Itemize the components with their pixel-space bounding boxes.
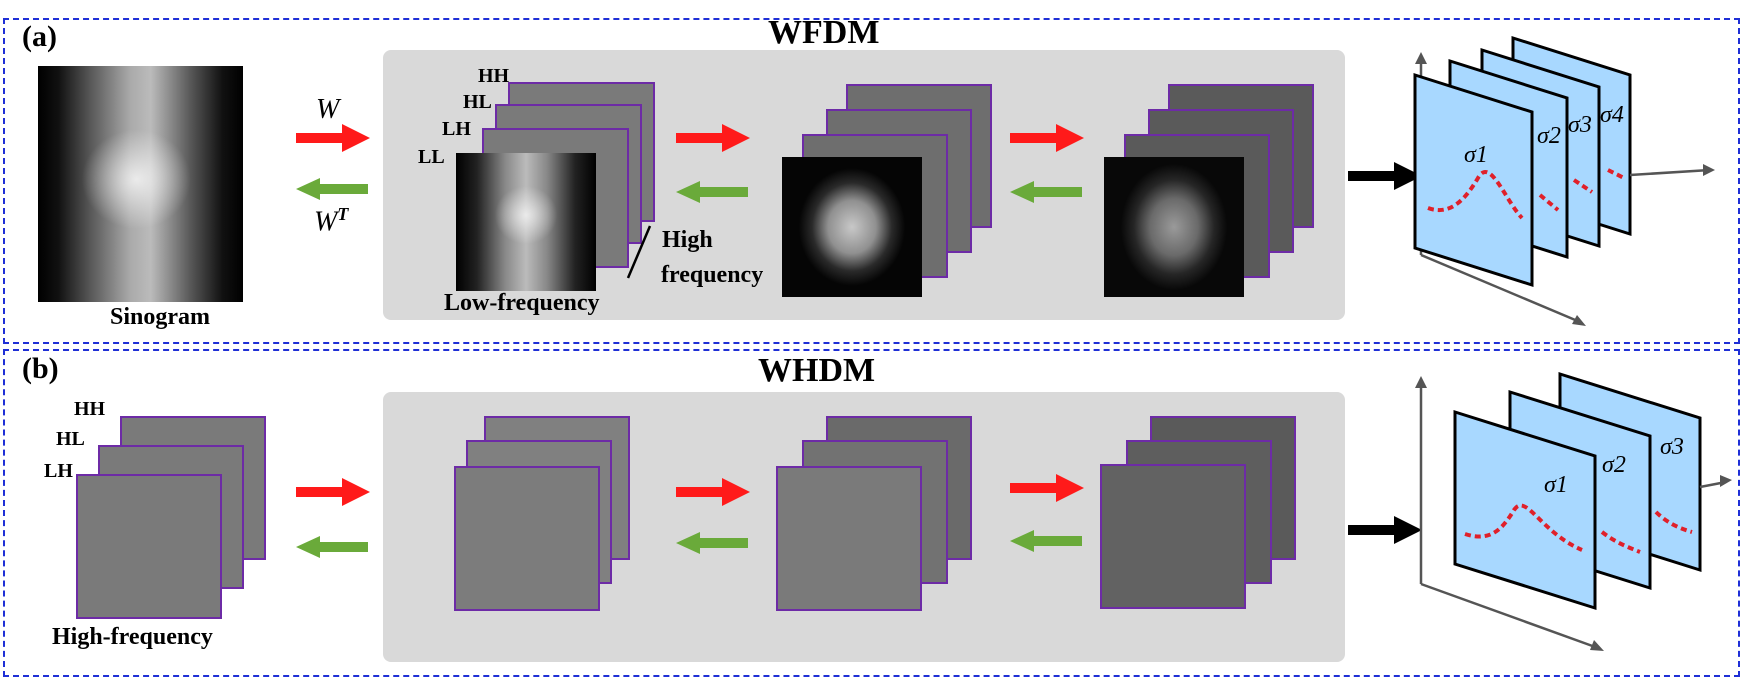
red-right-arrow-icon: [296, 124, 370, 152]
noisy-low-frequency-image-2: [1104, 157, 1244, 297]
red-right-arrow-icon: [676, 478, 750, 506]
inverse-op-label: WT: [314, 204, 349, 238]
red-right-arrow-icon: [1010, 474, 1084, 502]
high-frequency-label-1: High: [662, 227, 713, 253]
panel-b-frame: [3, 349, 1740, 677]
green-left-arrow-icon: [676, 532, 748, 554]
noisy-low-frequency-image-1: [782, 157, 922, 297]
red-right-arrow-icon: [296, 478, 370, 506]
sigma-2-label-b: σ2: [1602, 452, 1626, 478]
sigma-3-label: σ3: [1568, 112, 1592, 138]
high-frequency-label-2: frequency: [661, 262, 764, 288]
sinogram-label: Sinogram: [110, 304, 211, 330]
green-left-arrow-icon: [296, 536, 368, 558]
panel-a-frame: [3, 18, 1740, 344]
red-right-arrow-icon: [1010, 124, 1084, 152]
whdm-stack-2-sheet-3: [776, 466, 922, 611]
low-frequency-label: Low-frequency: [444, 290, 600, 316]
green-left-arrow-icon: [1010, 181, 1082, 203]
subband-hl-label: HL: [463, 91, 492, 113]
subband-ll-label: LL: [418, 146, 445, 168]
sigma-2-label: σ2: [1537, 123, 1561, 149]
sinogram-image: [38, 66, 243, 302]
bracket-line: [626, 225, 652, 279]
sigma-1-label-b: σ1: [1544, 472, 1568, 498]
panel-a-tag: (a): [22, 20, 57, 53]
green-left-arrow-icon: [1010, 530, 1082, 552]
green-left-arrow-icon: [296, 178, 368, 200]
wfdm-title: WFDM: [768, 14, 880, 51]
sigma-1-label: σ1: [1464, 142, 1488, 168]
forward-op-label: W: [316, 94, 340, 125]
input-hh-label: HH: [74, 398, 106, 420]
whdm-title: WHDM: [758, 352, 876, 389]
whdm-stack-1-sheet-3: [454, 466, 600, 611]
panel-b-tag: (b): [22, 352, 59, 385]
subband-hh-label: HH: [478, 65, 510, 87]
sigma-4-label: σ4: [1600, 102, 1624, 128]
green-left-arrow-icon: [676, 181, 748, 203]
whdm-stack-3-sheet-3: [1100, 464, 1246, 609]
noise-schedule-3d-plot-a: σ1 σ2 σ3 σ4: [1413, 35, 1715, 326]
red-right-arrow-icon: [676, 124, 750, 152]
black-right-arrow-icon: [1348, 162, 1422, 190]
noise-schedule-3d-plot-b: σ1 σ2 σ3: [1415, 371, 1732, 651]
input-hl-label: HL: [56, 428, 85, 450]
input-lh-sheet: [76, 474, 222, 619]
input-lh-label: LH: [44, 460, 73, 482]
high-frequency-input-label: High-frequency: [52, 624, 213, 650]
sigma-3-label-b: σ3: [1660, 434, 1684, 460]
low-frequency-image: [456, 153, 596, 291]
subband-lh-label: LH: [442, 118, 471, 140]
black-right-arrow-icon: [1348, 516, 1422, 544]
